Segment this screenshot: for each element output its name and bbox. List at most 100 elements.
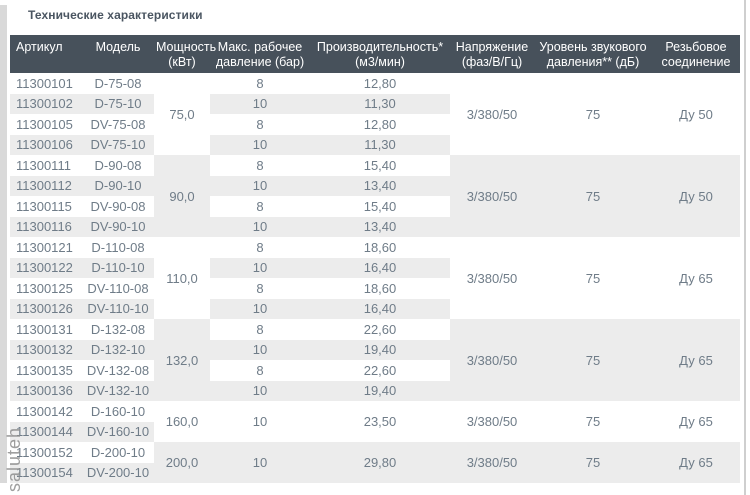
noise-cell: 75: [534, 237, 652, 319]
model-cell: D-110-08: [82, 237, 154, 258]
capacity-cell: 15,40: [310, 196, 450, 217]
page-left-edge: [0, 5, 7, 483]
capacity-cell: 29,80: [310, 442, 450, 483]
pressure-cell: 8: [210, 360, 310, 381]
model-cell: D-160-10: [82, 401, 154, 422]
model-cell: DV-132-08: [82, 360, 154, 381]
model-cell: D-132-10: [82, 339, 154, 360]
pressure-cell: 8: [210, 319, 310, 340]
capacity-cell: 18,60: [310, 278, 450, 299]
noise-cell: 75: [534, 73, 652, 155]
voltage-cell: 3/380/50: [450, 73, 534, 155]
capacity-cell: 23,50: [310, 401, 450, 442]
article-cell: 11300136: [10, 380, 82, 401]
model-cell: D-200-10: [82, 442, 154, 463]
table-row: 11300112 D-90-10 10 13,40: [10, 175, 740, 196]
model-cell: DV-75-08: [82, 114, 154, 135]
pressure-cell: 8: [210, 155, 310, 176]
model-cell: DV-110-08: [82, 278, 154, 299]
model-cell: DV-200-10: [82, 462, 154, 483]
model-cell: DV-160-10: [82, 421, 154, 442]
column-header: Артикул: [10, 35, 82, 73]
article-cell: 11300135: [10, 360, 82, 381]
model-cell: DV-90-08: [82, 196, 154, 217]
table-row: 11300142 D-160-10 160,0 10 23,50 3/380/50 75 Ду…: [10, 401, 740, 442]
table-row: 11300116 DV-90-10 10 13,40: [10, 216, 740, 237]
table-header-row: Артикул Модель Мощность (кВт) Макс. рабочее…: [10, 35, 740, 73]
article-cell: 11300154: [10, 462, 82, 483]
column-header: Макс. рабочее давление (бар): [210, 35, 310, 73]
pressure-cell: 10: [210, 442, 310, 483]
connection-cell: Ду 50: [652, 155, 740, 237]
connection-cell: Ду 65: [652, 442, 740, 483]
table-row: 11300122 D-110-10 10 16,40: [10, 257, 740, 278]
capacity-cell: 13,40: [310, 216, 450, 237]
capacity-cell: 12,80: [310, 114, 450, 135]
table-row: 11300125 DV-110-08 8 18,60: [10, 278, 740, 299]
model-cell: D-132-08: [82, 319, 154, 340]
pressure-cell: 10: [210, 216, 310, 237]
capacity-cell: 11,30: [310, 134, 450, 155]
article-cell: 11300125: [10, 278, 82, 299]
power-cell: 132,0: [154, 319, 210, 401]
article-cell: 11300122: [10, 257, 82, 278]
capacity-cell: 18,60: [310, 237, 450, 258]
power-cell: 200,0: [154, 442, 210, 483]
capacity-cell: 11,30: [310, 93, 450, 114]
capacity-cell: 19,40: [310, 380, 450, 401]
specs-table: Артикул Модель Мощность (кВт) Макс. рабочее…: [10, 35, 740, 483]
pressure-cell: 8: [210, 237, 310, 258]
model-cell: DV-132-10: [82, 380, 154, 401]
article-cell: 11300152: [10, 442, 82, 463]
article-cell: 11300142: [10, 401, 82, 422]
voltage-cell: 3/380/50: [450, 401, 534, 442]
voltage-cell: 3/380/50: [450, 319, 534, 401]
table-row: 11300106 DV-75-10 10 11,30: [10, 134, 740, 155]
table-row: 11300136 DV-132-10 10 19,40: [10, 380, 740, 401]
table-row: 11300152 D-200-10 200,0 10 29,80 3/380/50 75 Ду…: [10, 442, 740, 483]
table-row: 11300105 DV-75-08 8 12,80: [10, 114, 740, 135]
noise-cell: 75: [534, 319, 652, 401]
pressure-cell: 10: [210, 339, 310, 360]
article-cell: 11300105: [10, 114, 82, 135]
table-row: 11300115 DV-90-08 8 15,40: [10, 196, 740, 217]
pressure-cell: 8: [210, 196, 310, 217]
table-row: 11300132 D-132-10 10 19,40: [10, 339, 740, 360]
table-row: 11300121 D-110-08 110,0 8 18,60 3/380/50 75 Ду …: [10, 237, 740, 319]
capacity-cell: 22,60: [310, 360, 450, 381]
pressure-cell: 10: [210, 134, 310, 155]
connection-cell: Ду 65: [652, 401, 740, 442]
article-cell: 11300112: [10, 175, 82, 196]
pressure-cell: 10: [210, 93, 310, 114]
model-cell: D-110-10: [82, 257, 154, 278]
column-header: Производительность* (м3/мин): [310, 35, 450, 73]
column-header: Напряжение (фаз/В/Гц): [450, 35, 534, 73]
capacity-cell: 13,40: [310, 175, 450, 196]
pressure-cell: 8: [210, 278, 310, 299]
capacity-cell: 16,40: [310, 298, 450, 319]
article-cell: 11300116: [10, 216, 82, 237]
column-header: Резьбовое соединение: [652, 35, 740, 73]
pressure-cell: 10: [210, 380, 310, 401]
capacity-cell: 19,40: [310, 339, 450, 360]
voltage-cell: 3/380/50: [450, 442, 534, 483]
table-row: 11300102 D-75-10 10 11,30: [10, 93, 740, 114]
capacity-cell: 12,80: [310, 73, 450, 94]
model-cell: D-75-10: [82, 93, 154, 114]
page-right-border: [744, 0, 746, 495]
table-row: 11300111 D-90-08 90,0 8 15,40 3/380/50 75 Ду 50: [10, 155, 740, 237]
column-header: Модель: [82, 35, 154, 73]
article-cell: 11300132: [10, 339, 82, 360]
voltage-cell: 3/380/50: [450, 155, 534, 237]
pressure-cell: 10: [210, 298, 310, 319]
voltage-cell: 3/380/50: [450, 237, 534, 319]
page-title: Технические характеристики: [28, 8, 203, 22]
table-row: 11300154 DV-200-10: [10, 462, 740, 483]
column-header: Уровень звукового давления** (дБ): [534, 35, 652, 73]
model-cell: D-75-08: [82, 73, 154, 94]
connection-cell: Ду 65: [652, 319, 740, 401]
pressure-cell: 8: [210, 114, 310, 135]
pressure-cell: 10: [210, 175, 310, 196]
noise-cell: 75: [534, 401, 652, 442]
article-cell: 11300111: [10, 155, 82, 176]
